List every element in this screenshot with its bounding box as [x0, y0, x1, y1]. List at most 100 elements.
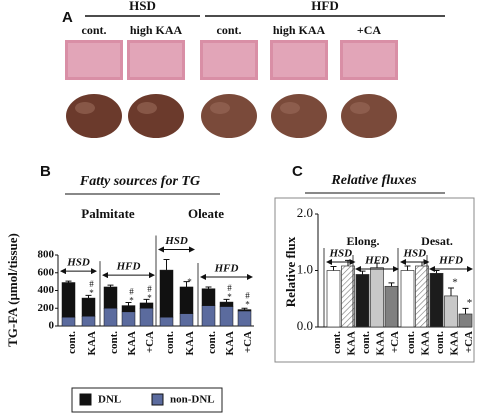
liver-highlight — [137, 102, 157, 114]
liver-highlight — [350, 102, 370, 114]
bar-segment — [121, 305, 136, 313]
legend-swatch — [151, 393, 164, 406]
legend-box — [71, 387, 223, 413]
significance-mark: * — [129, 296, 134, 306]
x-tick-label: KAA — [449, 331, 461, 356]
error-bar — [163, 258, 170, 271]
x-tick-label: KAA — [86, 331, 98, 356]
y-tick-label: 200 — [38, 302, 55, 314]
liver-image — [341, 94, 397, 138]
x-tick-label: cont. — [331, 331, 343, 354]
error-bar — [433, 270, 440, 274]
histology-texture — [343, 43, 395, 77]
group-label: HFD — [116, 261, 141, 273]
y-tick-label: 2.0 — [297, 205, 313, 220]
x-tick-label: KAA — [224, 331, 236, 356]
y-axis-label: TG-FA (µmol/tissue) — [5, 233, 20, 347]
significance-mark: * — [227, 292, 232, 302]
image-label: high KAA — [130, 23, 183, 37]
x-tick-label: KAA — [126, 331, 138, 356]
histology-texture — [130, 43, 182, 77]
x-tick-label: cont. — [405, 331, 417, 354]
bar — [384, 285, 399, 328]
bar-segment — [179, 286, 194, 314]
group-label: HFD — [311, 0, 338, 13]
bar-segment — [139, 302, 154, 309]
group-title: Desat. — [421, 234, 453, 248]
legend-swatch — [79, 393, 92, 406]
significance-mark: # — [245, 291, 250, 301]
error-bar — [85, 294, 92, 299]
panel-label: B — [40, 163, 51, 180]
significance-mark: # — [89, 279, 94, 289]
liver-highlight — [210, 102, 230, 114]
panel-frame — [274, 197, 475, 363]
significance-mark: * — [467, 297, 473, 309]
y-tick-label: 0.0 — [297, 318, 313, 333]
bar — [370, 267, 384, 328]
y-tick-label: 400 — [38, 284, 55, 296]
significance-mark: * — [147, 293, 152, 303]
bar-segment — [201, 305, 216, 327]
liver-highlight — [75, 102, 95, 114]
bar-segment — [219, 306, 234, 327]
x-tick-label: +CA — [463, 331, 475, 353]
x-tick-label: KAA — [375, 331, 387, 356]
significance-mark: # — [129, 287, 134, 297]
error-bar — [205, 286, 212, 289]
group-label: HFD — [364, 255, 389, 267]
x-tick-label: cont. — [66, 331, 78, 354]
bar — [326, 270, 341, 328]
bar — [355, 274, 370, 328]
error-bar — [143, 298, 150, 303]
bar-segment — [201, 288, 216, 306]
bar-segment — [121, 311, 136, 327]
error-bar — [462, 307, 469, 315]
chart-title: Relative fluxes — [330, 173, 417, 188]
y-tick-label: 0 — [49, 320, 55, 332]
y-axis-label: Relative flux — [283, 236, 298, 307]
bar-segment — [61, 316, 76, 327]
error-bar — [330, 266, 337, 271]
bar — [458, 313, 473, 328]
chart-title: Fatty sources for TG — [79, 174, 200, 189]
histology-texture — [68, 43, 120, 77]
liver-image — [201, 94, 257, 138]
x-tick-label: KAA — [184, 331, 196, 356]
error-bar — [404, 265, 411, 271]
bar-segment — [159, 316, 174, 327]
error-bar — [125, 301, 132, 306]
group-title: Oleate — [188, 206, 224, 221]
significance-mark: * — [452, 277, 458, 289]
significance-mark: * — [187, 277, 192, 287]
group-title: Palmitate — [81, 206, 135, 221]
x-tick-label: KAA — [420, 331, 432, 356]
x-tick-label: +CA — [242, 331, 254, 353]
histology-texture — [203, 43, 255, 77]
image-label: high KAA — [273, 23, 326, 37]
x-tick-label: KAA — [346, 331, 358, 356]
panel-label: C — [292, 163, 303, 180]
group-label: HSD — [402, 248, 426, 260]
error-bar — [223, 298, 230, 303]
liver-image — [271, 94, 327, 138]
x-tick-label: cont. — [164, 331, 176, 354]
bar-segment — [103, 308, 118, 327]
y-tick-label: 800 — [38, 249, 55, 261]
x-tick-label: cont. — [360, 331, 372, 354]
bar — [400, 270, 415, 328]
bar-segment — [179, 313, 194, 327]
group-label: HFD — [438, 255, 463, 267]
bar-segment — [81, 297, 96, 317]
y-tick-label: 1.0 — [297, 261, 313, 276]
liver-image — [128, 94, 184, 138]
group-label: HSD — [129, 0, 156, 13]
panel-label: A — [62, 9, 73, 26]
bar — [444, 295, 458, 328]
bar-segment — [237, 310, 252, 327]
x-tick-label: cont. — [434, 331, 446, 354]
significance-mark: # — [147, 284, 152, 294]
error-bar — [107, 284, 114, 287]
error-bar — [419, 261, 425, 266]
